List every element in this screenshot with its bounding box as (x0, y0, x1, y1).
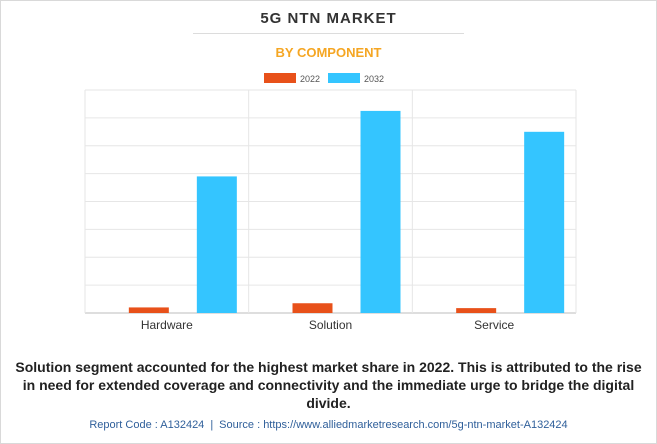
bar-chart: 2022 2032 Hardware Solution Service (84, 73, 577, 332)
x-tick-label: Service (474, 318, 514, 332)
chart-gridlines (84, 89, 577, 314)
chart-title: 5G NTN MARKET (260, 10, 397, 27)
bar-2032-service[interactable] (524, 131, 565, 313)
source-link[interactable]: Source : https://www.alliedmarketresearc… (219, 419, 568, 431)
legend-label-2032[interactable]: 2032 (364, 74, 384, 84)
bar-2032-solution[interactable] (360, 110, 401, 313)
bar-2022-hardware[interactable] (128, 307, 169, 313)
report-code: Report Code : A132424 (89, 419, 205, 431)
bar-2022-service[interactable] (456, 308, 497, 313)
legend-swatch-2032[interactable] (328, 73, 360, 83)
chart-legend: 2022 2032 (264, 73, 384, 84)
x-tick-label: Hardware (141, 318, 193, 332)
title-divider (193, 33, 464, 34)
bar-2022-solution[interactable] (292, 303, 333, 313)
legend-swatch-2022[interactable] (264, 73, 296, 83)
x-tick-label: Solution (309, 318, 352, 332)
chart-subtitle: BY COMPONENT (275, 45, 382, 60)
source-footer: Report Code : A132424 | Source : https://w… (0, 419, 657, 431)
legend-label-2022[interactable]: 2022 (300, 74, 320, 84)
chart-caption: Solution segment accounted for the highe… (15, 359, 642, 411)
chart-bars (128, 110, 565, 313)
x-axis-tick-labels: Hardware Solution Service (141, 318, 515, 332)
bar-2032-hardware[interactable] (196, 176, 237, 313)
footer-separator: | (210, 419, 214, 431)
